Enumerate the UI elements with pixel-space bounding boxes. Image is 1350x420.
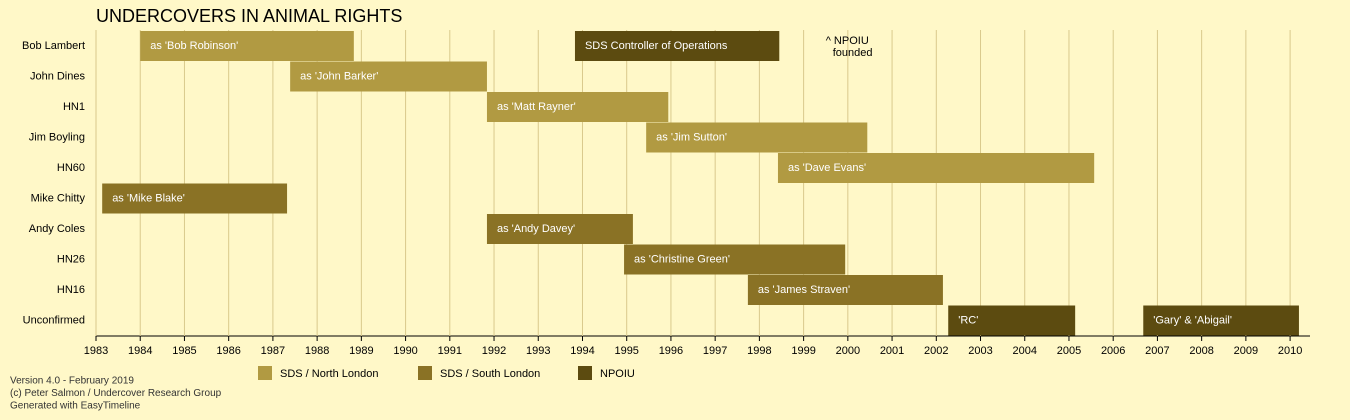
x-tick-label: 2003	[968, 345, 992, 357]
bar	[290, 61, 487, 92]
row-label: Bob Lambert	[22, 40, 85, 52]
bar	[140, 31, 354, 61]
x-tick-label: 2006	[1101, 345, 1125, 357]
x-tick-label: 1991	[438, 345, 462, 357]
x-tick-label: 2000	[836, 345, 860, 357]
bar	[646, 122, 868, 153]
bar	[1143, 305, 1299, 336]
row-label: HN26	[57, 253, 85, 265]
legend-label: NPOIU	[600, 368, 635, 380]
x-tick-label: 1988	[305, 345, 329, 357]
x-tick-label: 1995	[614, 345, 638, 357]
row-label: HN16	[57, 284, 85, 296]
footer-note: Generated with EasyTimeline	[10, 401, 141, 412]
bar	[777, 153, 1095, 183]
legend-swatch	[418, 366, 432, 380]
row-label: Mike Chitty	[31, 192, 86, 204]
bar-label: 'RC'	[958, 314, 978, 326]
x-tick-label: 1984	[128, 345, 152, 357]
x-tick-label: 2007	[1145, 345, 1169, 357]
x-tick-label: 1987	[261, 345, 285, 357]
bar-label: as 'John Barker'	[300, 70, 378, 82]
footer-note: (c) Peter Salmon / Undercover Research G…	[10, 388, 222, 399]
bar-label: as 'Mike Blake'	[112, 192, 185, 204]
legend-swatch	[258, 366, 272, 380]
row-label: John Dines	[30, 70, 86, 82]
bar-label: as 'Matt Rayner'	[497, 101, 576, 113]
bar	[747, 275, 943, 305]
bar	[486, 214, 633, 244]
bar-label: 'Gary' & 'Abigail'	[1153, 314, 1232, 326]
x-tick-label: 2005	[1057, 345, 1081, 357]
x-tick-label: 1986	[216, 345, 240, 357]
annotation: founded	[833, 47, 873, 59]
x-tick-label: 1993	[526, 345, 550, 357]
x-tick-label: 2009	[1234, 345, 1258, 357]
x-tick-label: 1989	[349, 345, 373, 357]
bar-label: as 'Jim Sutton'	[656, 131, 727, 143]
x-tick-label: 1998	[747, 345, 771, 357]
x-tick-label: 1983	[84, 345, 108, 357]
row-label: Unconfirmed	[23, 314, 85, 326]
x-tick-label: 2002	[924, 345, 948, 357]
bar	[574, 31, 780, 61]
bar-label: as 'Bob Robinson'	[150, 40, 238, 52]
x-tick-label: 1999	[791, 345, 815, 357]
x-tick-label: 1994	[570, 345, 594, 357]
row-label: HN1	[63, 101, 85, 113]
bar	[948, 305, 1076, 336]
x-tick-label: 1990	[393, 345, 417, 357]
annotation: ^ NPOIU	[826, 35, 869, 47]
x-tick-label: 2004	[1013, 345, 1037, 357]
bar	[486, 92, 669, 122]
x-tick-label: 2001	[880, 345, 904, 357]
legend-label: SDS / South London	[440, 368, 540, 380]
row-label: Andy Coles	[29, 223, 86, 235]
x-tick-label: 1996	[659, 345, 683, 357]
legend-label: SDS / North London	[280, 368, 378, 380]
row-label: HN60	[57, 162, 85, 174]
bar-label: as 'Andy Davey'	[497, 223, 575, 235]
x-tick-label: 2010	[1278, 345, 1302, 357]
bar	[102, 183, 288, 214]
legend-swatch	[578, 366, 592, 380]
x-tick-label: 1985	[172, 345, 196, 357]
footer-note: Version 4.0 - February 2019	[10, 376, 134, 387]
bar-label: as 'James Straven'	[758, 284, 850, 296]
x-tick-label: 2008	[1189, 345, 1213, 357]
x-tick-label: 1992	[482, 345, 506, 357]
bar-label: as 'Christine Green'	[634, 253, 730, 265]
row-label: Jim Boyling	[29, 131, 85, 143]
x-tick-label: 1997	[703, 345, 727, 357]
chart-title: UNDERCOVERS IN ANIMAL RIGHTS	[96, 6, 402, 26]
bar-label: SDS Controller of Operations	[585, 40, 728, 52]
bar-label: as 'Dave Evans'	[788, 162, 866, 174]
bar	[624, 244, 846, 275]
